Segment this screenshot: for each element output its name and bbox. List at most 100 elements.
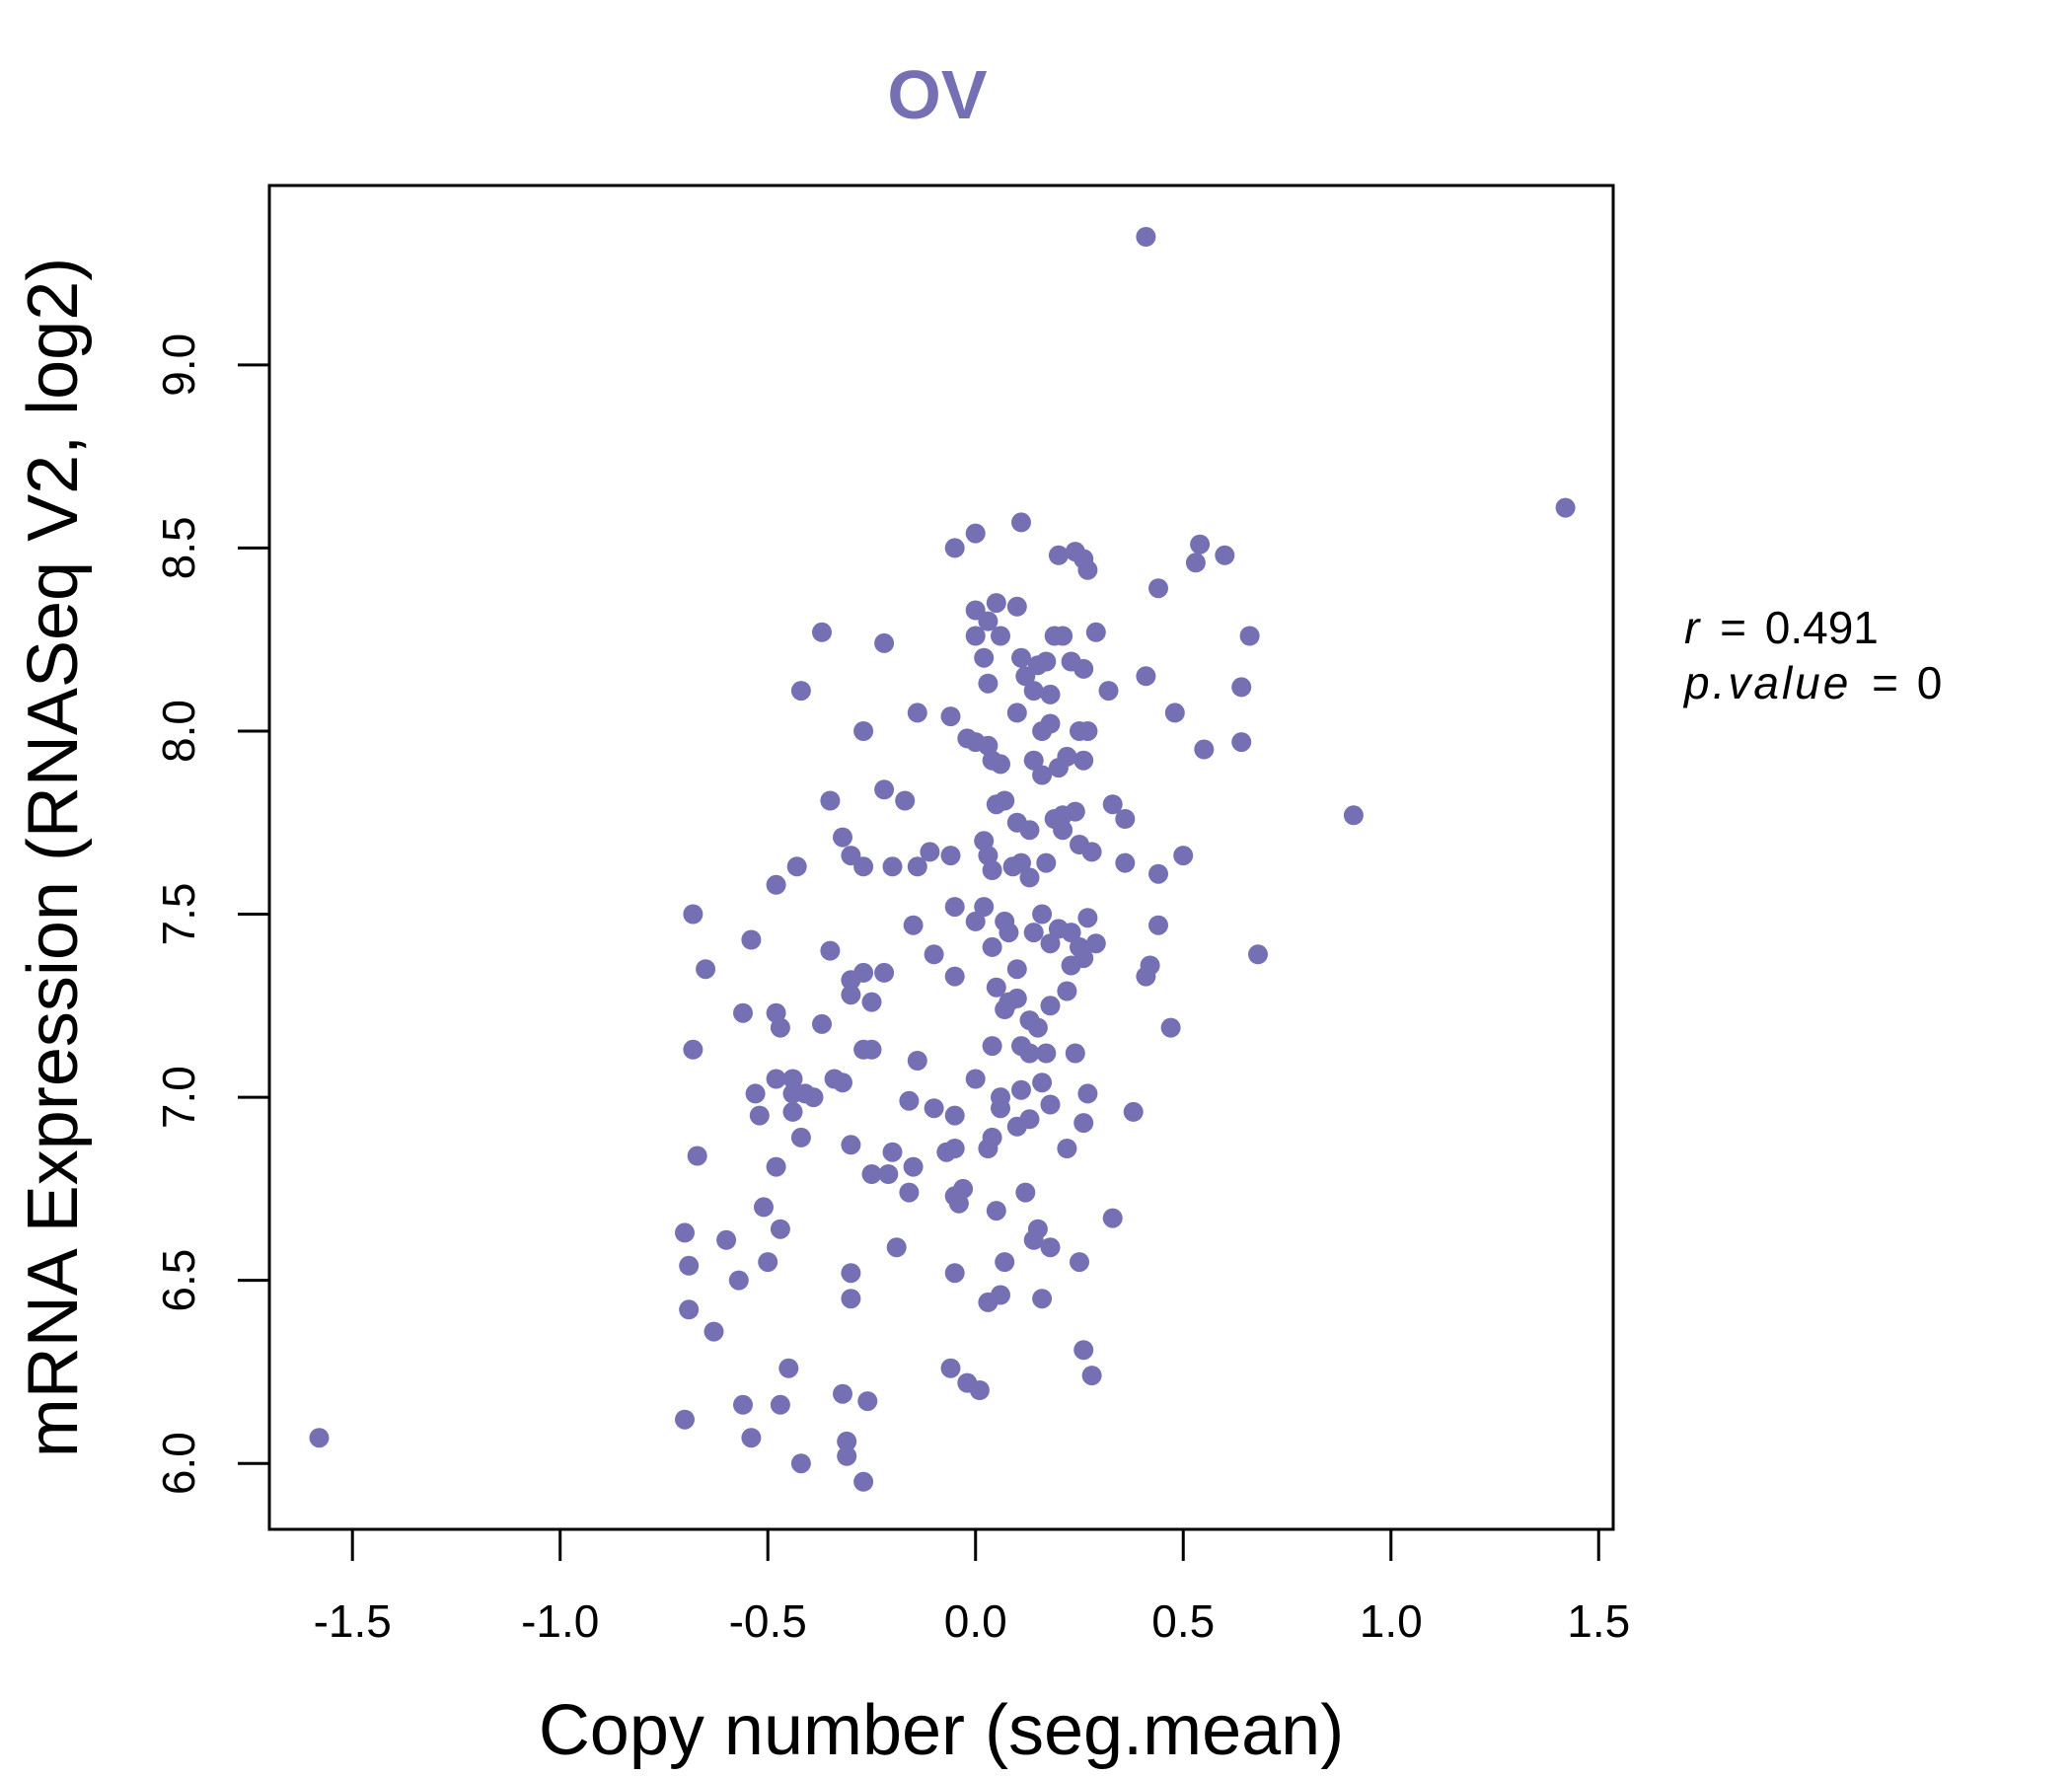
data-point — [1077, 559, 1098, 580]
r-symbol: r — [1684, 602, 1701, 653]
data-point — [1011, 647, 1031, 668]
data-point — [1185, 553, 1206, 573]
data-point — [924, 944, 944, 965]
x-tick-label: 0.5 — [1151, 1595, 1215, 1647]
data-point — [1015, 1182, 1036, 1203]
data-point — [1019, 1043, 1040, 1064]
data-point — [978, 673, 999, 694]
x-tick-label: -0.5 — [729, 1595, 807, 1647]
data-point — [841, 1263, 861, 1284]
data-point — [1215, 545, 1235, 565]
data-point — [812, 622, 832, 642]
y-axis: 6.0 6.5 7.0 7.5 8.0 8.5 9.0 — [153, 333, 271, 1495]
data-point — [1011, 852, 1031, 873]
data-point — [882, 856, 903, 877]
data-point — [1057, 746, 1077, 767]
data-point — [841, 1289, 861, 1309]
data-point — [907, 1051, 927, 1071]
data-point — [903, 1156, 924, 1177]
data-point — [770, 1219, 790, 1239]
data-point — [733, 1394, 753, 1415]
data-point — [1032, 904, 1053, 925]
data-point — [1231, 732, 1252, 753]
data-point — [944, 966, 965, 987]
data-point — [920, 842, 940, 862]
data-point — [1040, 1094, 1061, 1115]
data-point — [857, 1391, 878, 1412]
data-point — [1053, 626, 1073, 646]
data-point — [944, 538, 965, 558]
data-point — [1036, 651, 1057, 672]
data-point — [703, 1321, 724, 1342]
data-point — [1115, 852, 1136, 873]
p-statistic: p.value = 0 — [1682, 657, 1942, 708]
data-point — [1048, 545, 1069, 565]
data-point — [745, 1083, 766, 1104]
data-point — [1148, 915, 1168, 935]
data-point — [837, 1431, 857, 1451]
data-point — [1023, 750, 1044, 771]
data-point — [1343, 805, 1364, 826]
data-point — [995, 1252, 1015, 1273]
data-point — [965, 523, 986, 544]
x-axis-label: Copy number (seg.mean) — [539, 1691, 1344, 1770]
p-value: 0 — [1917, 657, 1943, 708]
data-point — [687, 1146, 707, 1166]
data-point — [679, 1299, 700, 1320]
data-point — [1248, 944, 1268, 965]
data-point — [861, 1039, 882, 1060]
data-point — [907, 856, 927, 877]
data-point — [1023, 923, 1044, 943]
data-point — [754, 1197, 774, 1218]
data-point — [965, 1069, 986, 1089]
data-point — [1077, 721, 1098, 741]
data-point — [1040, 933, 1061, 954]
data-point — [899, 1090, 920, 1111]
data-point — [986, 1201, 1006, 1221]
chart-title: OV — [887, 56, 987, 133]
data-point — [1136, 227, 1156, 247]
data-point — [999, 923, 1019, 943]
data-point — [728, 1270, 749, 1291]
data-point — [1023, 1229, 1044, 1250]
data-point — [924, 1098, 944, 1119]
data-point — [853, 1471, 874, 1492]
data-point — [770, 1394, 790, 1415]
data-point — [874, 962, 895, 983]
data-point — [1077, 908, 1098, 928]
data-point — [675, 1222, 695, 1243]
data-point — [1032, 765, 1053, 785]
data-point — [1036, 852, 1057, 873]
data-point — [749, 1105, 770, 1126]
data-point — [1006, 703, 1027, 723]
data-point — [1032, 1073, 1053, 1093]
data-point — [1081, 842, 1102, 862]
r-statistic: r = 0.491 — [1684, 602, 1879, 653]
data-point — [1102, 1208, 1123, 1228]
data-point — [1148, 863, 1168, 884]
data-point — [1173, 846, 1194, 866]
data-point — [716, 1229, 737, 1250]
data-point — [1036, 1043, 1057, 1064]
points-layer — [309, 227, 1576, 1492]
data-point — [683, 904, 703, 925]
data-point — [1136, 666, 1156, 687]
data-point — [1006, 959, 1027, 980]
data-point — [1053, 820, 1073, 841]
data-point — [1164, 703, 1185, 723]
data-point — [1006, 1116, 1027, 1137]
data-point — [1040, 684, 1061, 704]
data-point — [1190, 534, 1211, 555]
data-point — [886, 1237, 907, 1258]
data-point — [1057, 1139, 1077, 1158]
data-point — [833, 1383, 852, 1404]
data-point — [741, 1428, 762, 1448]
y-tick-label: 8.0 — [153, 700, 204, 763]
data-point — [978, 611, 999, 631]
data-point — [982, 1127, 1002, 1147]
data-point — [1160, 1017, 1181, 1038]
x-tick-label: 1.5 — [1567, 1595, 1630, 1647]
x-tick-label: -1.0 — [521, 1595, 599, 1647]
data-point — [1123, 1101, 1144, 1122]
